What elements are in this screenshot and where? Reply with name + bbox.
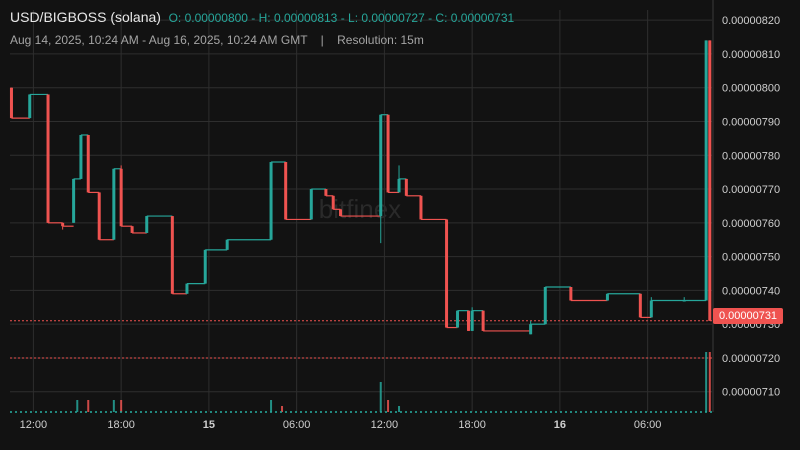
y-tick-label: 0.00000710	[722, 387, 780, 399]
y-tick-label: 0.00000750	[722, 252, 780, 264]
x-tick-label: 06:00	[634, 419, 662, 431]
x-tick-label: 12:00	[371, 419, 399, 431]
y-tick-label: 0.00000790	[722, 116, 780, 128]
candle-body	[397, 178, 401, 193]
candle-body	[708, 40, 712, 321]
candle-body	[419, 195, 423, 220]
x-tick-label: 16	[554, 419, 566, 431]
candle-body	[86, 134, 90, 193]
candle-body	[445, 219, 449, 328]
candle-body	[543, 287, 547, 325]
candle-body	[170, 216, 174, 294]
volume-bar	[87, 400, 90, 412]
y-tick-label: 0.00000810	[722, 49, 780, 61]
candle-body	[404, 178, 408, 196]
volume-bar	[398, 406, 401, 412]
candle-body	[309, 189, 313, 220]
candle-body	[649, 300, 653, 318]
candle-body	[704, 40, 708, 301]
candle-body	[185, 283, 189, 294]
candle-body	[339, 209, 343, 217]
candle-body	[28, 94, 32, 119]
candle-body	[331, 195, 335, 210]
volume-bar	[705, 352, 708, 412]
y-tick-label: 0.00000780	[722, 150, 780, 162]
candle-body	[379, 114, 383, 217]
candle-body	[72, 178, 76, 223]
volume-bar	[76, 400, 79, 412]
candle-body	[61, 222, 65, 227]
candle-body	[269, 162, 273, 240]
volume-bar	[270, 400, 273, 412]
volume-bar	[281, 406, 284, 412]
candle-body	[529, 324, 533, 335]
candle-body	[46, 94, 50, 223]
volume-bar	[112, 400, 115, 412]
x-tick-label: 18:00	[107, 419, 135, 431]
pair-title: USD/BIGBOSS (solana)	[10, 9, 161, 25]
y-tick-label: 0.00000800	[722, 83, 780, 95]
candle-body	[130, 226, 134, 233]
candle-body	[119, 168, 123, 227]
candle-body	[470, 310, 474, 331]
candle-body	[97, 192, 101, 240]
volume-bar	[387, 400, 390, 412]
header-separator: |	[320, 33, 324, 47]
candle-body	[386, 114, 390, 193]
candle-body	[225, 239, 229, 250]
y-tick-label: 0.00000720	[722, 353, 780, 365]
candle-body	[9, 87, 13, 119]
resolution-label[interactable]: Resolution: 15m	[337, 33, 424, 47]
candle-body	[569, 287, 573, 301]
y-tick-label: 0.00000820	[722, 15, 780, 27]
ohlc-readout: O: 0.00000800 - H: 0.00000813 - L: 0.000…	[168, 11, 515, 25]
volume-bar	[708, 352, 711, 412]
candle-body	[145, 216, 149, 233]
y-tick-label: 0.00000770	[722, 184, 780, 196]
volume-bar	[120, 400, 123, 412]
candle-body	[605, 293, 609, 301]
candle-body	[466, 310, 470, 331]
y-tick-label: 0.00000760	[722, 218, 780, 230]
x-tick-label: 06:00	[283, 419, 311, 431]
watermark-logo: bitfinex	[319, 194, 401, 224]
y-tick-label: 0.00000740	[722, 285, 780, 297]
x-tick-label: 12:00	[20, 419, 48, 431]
date-range: Aug 14, 2025, 10:24 AM - Aug 16, 2025, 1…	[10, 33, 308, 47]
last-price-tag: 0.00000731	[713, 308, 783, 324]
candle-body	[284, 162, 288, 220]
candle-body	[481, 310, 485, 331]
candle-body	[324, 189, 328, 196]
candle-body	[456, 310, 460, 328]
chart-subheader: Aug 14, 2025, 10:24 AM - Aug 16, 2025, 1…	[10, 33, 424, 47]
candle-body	[203, 249, 207, 284]
x-tick-label: 18:00	[458, 419, 486, 431]
candle-body	[638, 293, 642, 318]
x-tick-label: 15	[203, 419, 215, 431]
chart-header: USD/BIGBOSS (solana) O: 0.00000800 - H: …	[10, 9, 514, 25]
candle-body	[112, 168, 116, 240]
volume-bar	[379, 382, 382, 412]
candle-body	[79, 134, 83, 179]
